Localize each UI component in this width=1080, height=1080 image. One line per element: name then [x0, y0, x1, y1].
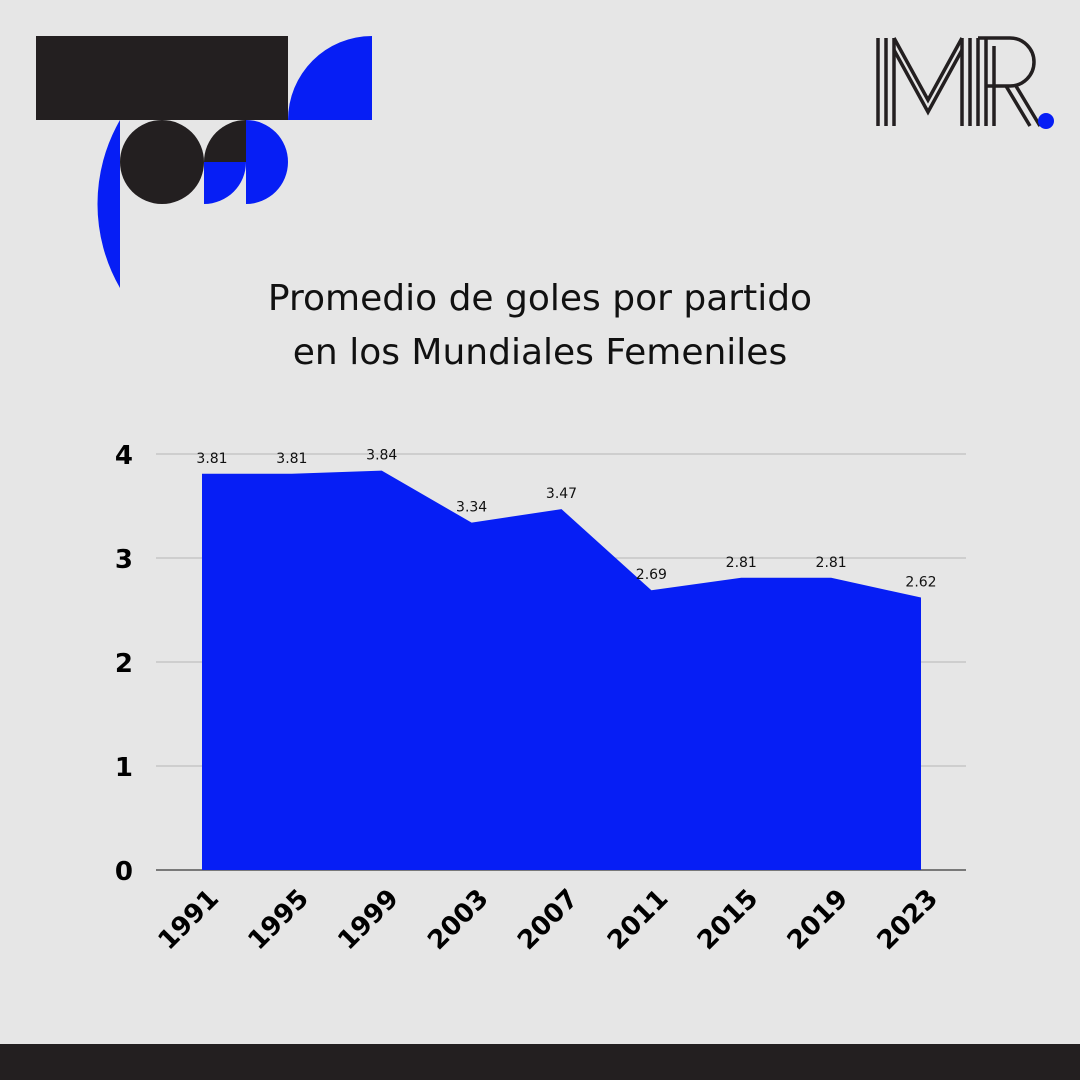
- x-tick-label-1991: 1991: [153, 884, 225, 956]
- logo-m-right-strokes: [960, 38, 980, 126]
- logo-m-diagonal-inner: [892, 49, 964, 116]
- data-label-2011: 2.69: [636, 567, 667, 583]
- x-tick-label-1995: 1995: [242, 884, 314, 956]
- black-bar-shape: [36, 36, 288, 120]
- data-label-1995: 3.81: [276, 451, 307, 467]
- chart-title: Promedio de goles por partido en los Mun…: [140, 272, 940, 380]
- chart-title-line-2: en los Mundiales Femeniles: [292, 332, 788, 373]
- blue-half-circle-left: [97, 120, 120, 288]
- data-label-2023: 2.62: [905, 575, 936, 591]
- x-tick-label-2015: 2015: [692, 884, 764, 956]
- logo-m-diagonal: [892, 37, 964, 104]
- x-tick-label-2003: 2003: [422, 884, 494, 956]
- x-tick-label-2007: 2007: [512, 884, 584, 956]
- x-tick-label-2019: 2019: [782, 884, 854, 956]
- area-chart: 0 1 2 3 4 1991 1995 1999 2003 2007 2011 2015 2019 20…: [115, 441, 966, 956]
- x-tick-label-2023: 2023: [872, 884, 944, 956]
- data-label-1991: 3.81: [196, 451, 227, 467]
- black-circle-shape: [120, 120, 204, 204]
- y-tick-label-1: 1: [115, 753, 133, 783]
- blue-quarter-circle-small: [204, 162, 246, 204]
- data-label-1999: 3.84: [366, 448, 397, 464]
- logo-r-leg: [1004, 85, 1042, 127]
- mr-logo: [876, 36, 1054, 129]
- y-axis-ticks: 0 1 2 3 4: [115, 441, 133, 887]
- blue-quarter-circle-top: [288, 36, 372, 120]
- y-tick-label-0: 0: [115, 857, 133, 887]
- x-axis-ticks: 1991 1995 1999 2003 2007 2011 2015 2019 2023: [153, 884, 944, 956]
- y-tick-label-3: 3: [115, 545, 133, 575]
- y-tick-label-2: 2: [115, 649, 133, 679]
- area-series: [202, 470, 921, 870]
- blue-half-circle-right: [246, 120, 288, 204]
- area-layer: [202, 470, 921, 870]
- data-label-2003: 3.34: [456, 500, 487, 516]
- logo-dot: [1038, 113, 1054, 129]
- logo-r-bowl: [978, 36, 1036, 126]
- x-tick-label-1999: 1999: [332, 884, 404, 956]
- black-quarter-circle: [204, 120, 246, 162]
- bottom-bar: [0, 1044, 1080, 1080]
- data-label-2019: 2.81: [816, 555, 847, 571]
- x-tick-label-2011: 2011: [602, 884, 674, 956]
- y-tick-label-4: 4: [115, 441, 133, 471]
- chart-title-line-1: Promedio de goles por partido: [267, 278, 813, 319]
- data-label-2015: 2.81: [726, 555, 757, 571]
- decorative-shapes: [36, 36, 372, 288]
- data-label-2007: 3.47: [546, 486, 577, 502]
- data-labels: 3.81 3.81 3.84 3.34 3.47 2.69 2.81 2.81 2.62: [196, 448, 936, 591]
